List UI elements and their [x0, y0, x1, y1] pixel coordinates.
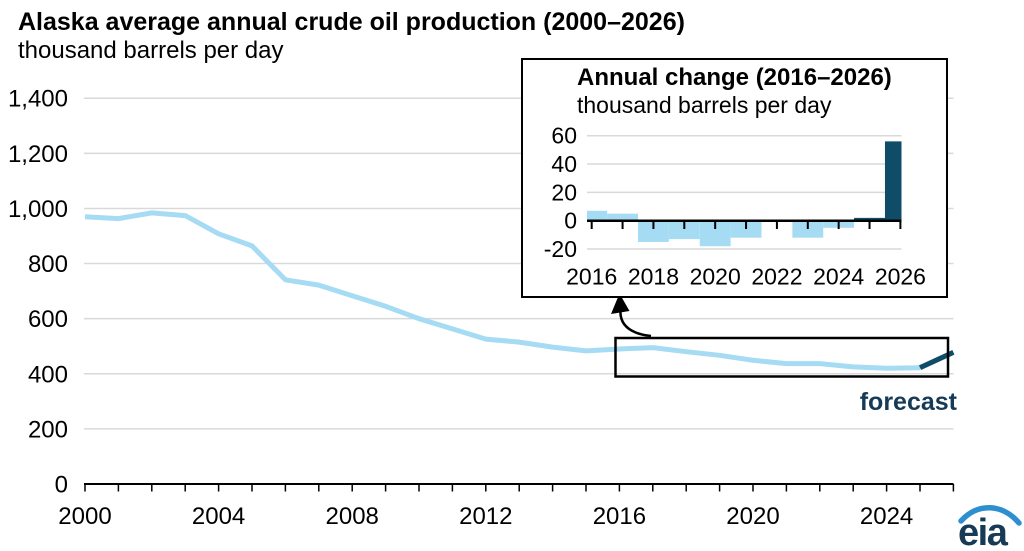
callout-arrow	[619, 308, 652, 338]
inset-bar	[730, 220, 762, 238]
inset-bar	[607, 213, 639, 221]
inset-x-axis-label: 2018	[628, 264, 679, 290]
page-subtitle: thousand barrels per day	[18, 37, 284, 64]
x-axis-label: 2000	[58, 503, 111, 530]
eia-logo: eia	[950, 499, 1022, 551]
y-axis-label: 200	[28, 416, 68, 443]
x-axis-label: 2016	[593, 503, 646, 530]
inset-bar	[668, 220, 700, 240]
y-axis-label: 1,200	[8, 141, 68, 168]
inset-subtitle: thousand barrels per day	[577, 92, 832, 118]
inset-x-axis-label: 2022	[751, 264, 802, 290]
inset-bar	[587, 210, 608, 221]
page-title: Alaska average annual crude oil producti…	[18, 8, 685, 36]
eia-logo-graphic: eia	[958, 505, 1022, 551]
y-axis-label: 400	[28, 361, 68, 388]
x-axis-label: 2004	[192, 503, 245, 530]
forecast-label: forecast	[859, 388, 957, 416]
x-axis-label: 2024	[860, 503, 913, 530]
y-axis-label: 1,000	[8, 196, 68, 223]
eia-logo-text: eia	[958, 512, 1009, 549]
history-line	[84, 210, 921, 371]
inset-panel: 60 40 20 0 -20 2016 2018 2020 2022 2024 2026 Annua…	[521, 58, 948, 298]
x-axis-label: 2012	[459, 503, 512, 530]
inset-y-axis-label: 20	[551, 179, 577, 205]
inset-x-axis-label: 2016	[566, 264, 617, 290]
y-axis-label: 1,400	[8, 86, 68, 113]
x-axis-label: 2008	[326, 503, 379, 530]
inset-x-axis-label: 2024	[813, 264, 864, 290]
inset-y-axis-label: -20	[544, 236, 577, 262]
inset-x-axis-label: 2020	[690, 264, 741, 290]
inset-y-axis-label: 0	[564, 208, 577, 234]
x-axis-label: 2020	[726, 503, 779, 530]
y-axis-label: 0	[55, 472, 68, 499]
inset-bar	[792, 220, 824, 238]
inset-bars	[587, 141, 902, 247]
callout-arrowhead-icon	[611, 293, 630, 314]
inset-y-axis-label: 40	[551, 151, 577, 177]
eia-swoosh-icon	[958, 505, 1022, 526]
callout-box	[614, 336, 950, 378]
inset-bar	[638, 220, 669, 242]
inset-bar	[884, 141, 902, 221]
inset-title: Annual change (2016–2026)	[577, 64, 892, 91]
y-axis-label: 800	[28, 251, 68, 278]
inset-y-axis-label: 60	[551, 123, 577, 149]
inset-bar	[854, 217, 885, 221]
y-axis-label: 600	[28, 306, 68, 333]
inset-x-axis-label: 2026	[875, 264, 926, 290]
